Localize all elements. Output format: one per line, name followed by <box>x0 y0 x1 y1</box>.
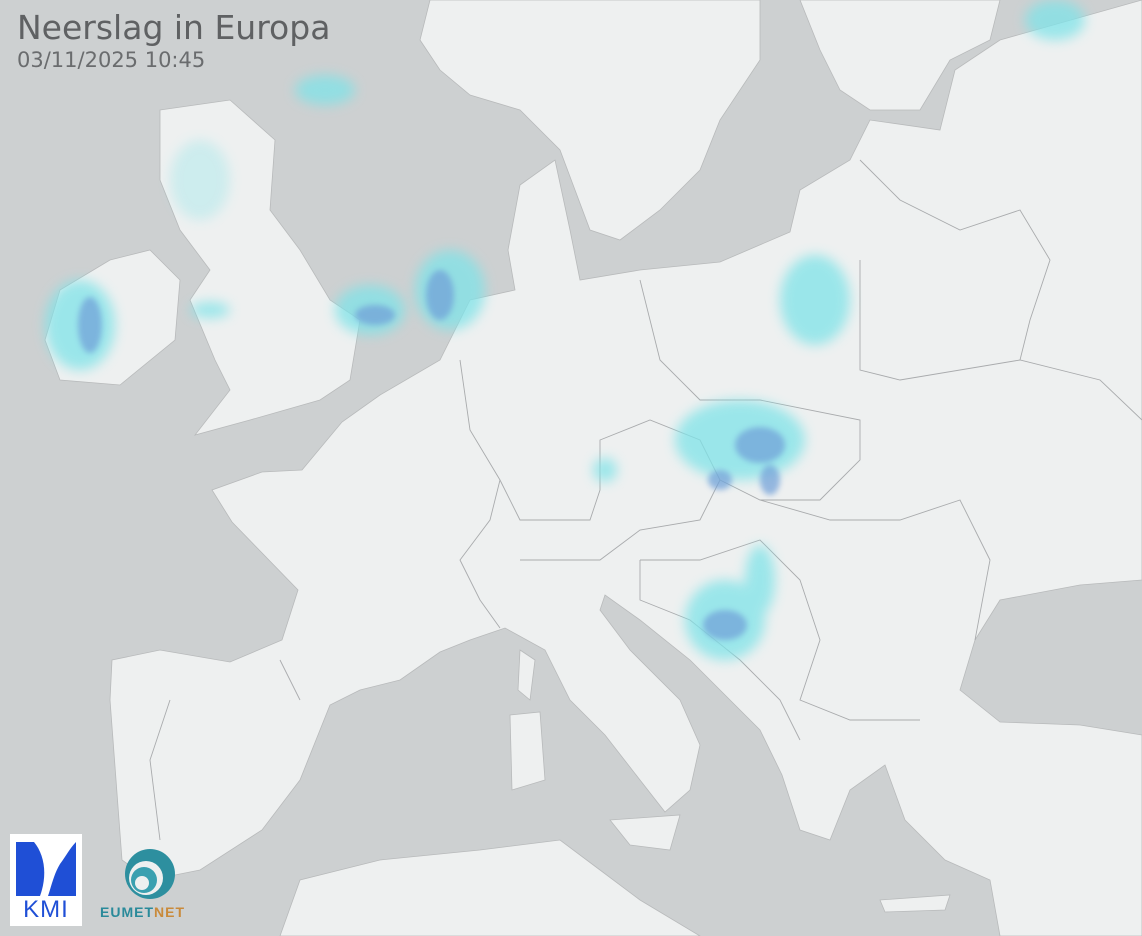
eumetnet-text-eumet: EUMET <box>100 904 154 920</box>
eumetnet-text-net: NET <box>154 904 185 920</box>
land-corsica <box>517 649 536 701</box>
land-sicily <box>609 814 681 851</box>
land-scandinavia <box>419 0 761 241</box>
eumetnet-logo: EUMETNET <box>100 846 200 926</box>
map-title: Neerslag in Europa <box>17 8 331 47</box>
precipitation-moderate <box>78 270 785 640</box>
kmi-emblem-icon <box>16 842 76 896</box>
map-timestamp: 03/11/2025 10:45 <box>17 48 206 72</box>
land-north-africa <box>279 839 701 936</box>
land-crete <box>879 894 951 913</box>
kmi-logo: KMI <box>10 834 82 926</box>
land-finland <box>799 0 1001 111</box>
eumetnet-emblem-icon <box>125 849 175 899</box>
land-sardinia <box>509 711 546 791</box>
kmi-logo-text: KMI <box>23 896 69 923</box>
eumetnet-logo-text: EUMETNET <box>100 904 185 920</box>
country-borders <box>149 159 1142 841</box>
